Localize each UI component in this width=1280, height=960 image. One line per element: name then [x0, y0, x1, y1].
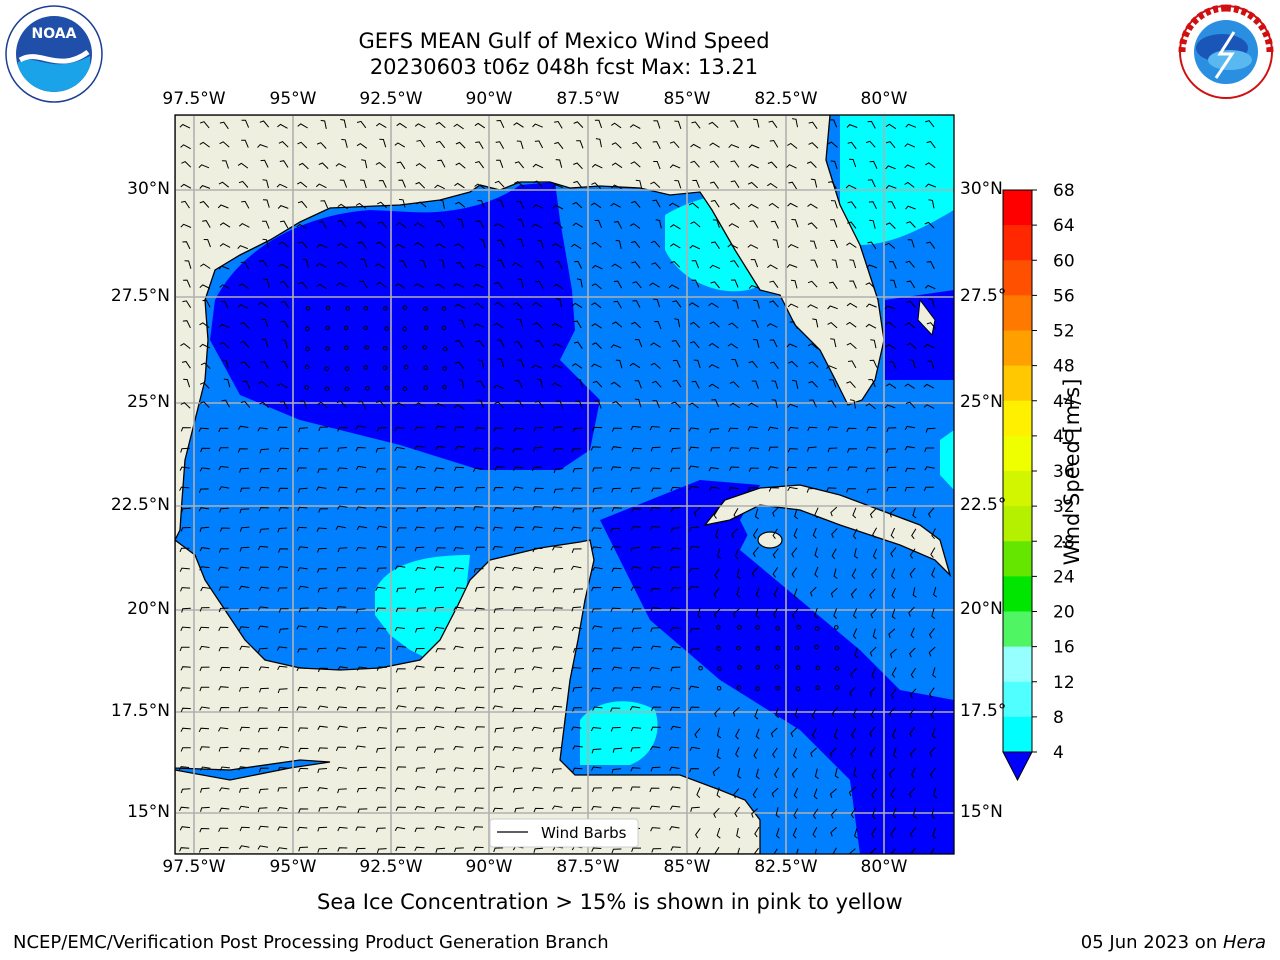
colorbar-segment — [1003, 646, 1032, 683]
lon-tick-bottom-label: 80°W — [860, 857, 908, 877]
lat-tick-right-label: 15°N — [960, 802, 1003, 822]
lat-tick-left-label: 15°N — [127, 802, 170, 822]
windy-zone-east — [940, 430, 954, 490]
colorbar-tick-label: 44 — [1053, 392, 1075, 412]
colorbar-tick-label: 32 — [1053, 497, 1075, 517]
lat-tick-left-label: 17.5°N — [110, 701, 170, 721]
lon-tick-bottom-label: 95°W — [269, 857, 317, 877]
moderate-zone-cuba-south — [740, 505, 954, 700]
colorbar-tick-label: 20 — [1053, 603, 1075, 623]
footer-machine: Hera — [1222, 932, 1266, 953]
lat-tick-left-label: 30°N — [127, 179, 170, 199]
colorbar-segment — [1003, 471, 1032, 507]
colorbar-tick-label: 68 — [1053, 181, 1075, 201]
map-legend — [489, 818, 639, 848]
colorbar-tick-label: 12 — [1053, 673, 1075, 693]
lat-tick-right-label: 25°N — [960, 392, 1003, 412]
noaa-logo-text: NOAA — [32, 26, 77, 42]
colorbar-segment — [1003, 611, 1032, 648]
calm-zone-central-gulf — [210, 182, 600, 470]
colorbar-segment — [1003, 541, 1032, 577]
colorbar-tick-label: 40 — [1053, 427, 1075, 447]
colorbar-segment — [1003, 681, 1032, 718]
land-us-mexico-north — [175, 115, 885, 541]
wind-barbs — [178, 118, 938, 854]
lat-tick-right-label: 20°N — [960, 599, 1003, 619]
lon-tick-top-label: 95°W — [269, 89, 317, 109]
lon-tick-bottom-label: 87.5°W — [556, 857, 620, 877]
colorbar-segment — [1003, 576, 1032, 612]
colorbar-segment — [1003, 190, 1032, 226]
lon-tick-top-label: 87.5°W — [556, 89, 620, 109]
lon-tick-top-label: 90°W — [465, 89, 513, 109]
colorbar-segment — [1003, 295, 1032, 331]
lat-tick-right-label: 27.5° — [960, 286, 1007, 306]
colorbar-segment — [1003, 506, 1032, 542]
colorbar-tick-label: 52 — [1053, 322, 1075, 342]
nws-logo — [1178, 4, 1274, 99]
colorbar-tick-label: 24 — [1053, 567, 1075, 587]
colorbar-label: Wind Speed [m/s] — [1060, 378, 1084, 566]
calm-zone-bahamas — [885, 290, 954, 380]
colorbar-tick-label: 28 — [1053, 532, 1075, 552]
colorbar-tick-label: 64 — [1053, 216, 1075, 236]
lon-tick-top-label: 97.5°W — [162, 89, 226, 109]
colorbar-segment — [1003, 365, 1032, 402]
lat-tick-right-label: 22.5° — [960, 495, 1007, 515]
lon-tick-bottom-label: 92.5°W — [359, 857, 423, 877]
colorbar-segment — [1003, 435, 1032, 472]
windy-zone-atlantic — [840, 115, 954, 245]
lon-tick-top-label: 92.5°W — [359, 89, 423, 109]
lon-tick-bottom-label: 97.5°W — [162, 857, 226, 877]
lat-tick-left-label: 27.5°N — [110, 286, 170, 306]
lat-tick-right-label: 17.5° — [960, 701, 1007, 721]
footer-credit: NCEP/EMC/Verification Post Processing Pr… — [13, 932, 609, 953]
map-title-line1: GEFS MEAN Gulf of Mexico Wind Speed — [358, 29, 770, 53]
colorbar-segment — [1003, 716, 1032, 753]
noaa-logo: NOAA — [5, 5, 103, 103]
land-isla-juventud — [757, 531, 783, 549]
colorbar-extend-arrow — [1002, 751, 1033, 782]
map-frame — [174, 114, 955, 855]
colorbar-segment — [1003, 400, 1032, 437]
lon-tick-bottom-label: 82.5°W — [754, 857, 818, 877]
colorbar-tick-label: 60 — [1053, 251, 1075, 271]
map-title-line2: 20230603 t06z 048h fcst Max: 13.21 — [369, 55, 759, 79]
colorbar-tick-label: 48 — [1053, 357, 1075, 377]
colorbar-segment — [1003, 225, 1032, 261]
land-bahamas — [917, 298, 936, 337]
lon-tick-bottom-label: 85°W — [663, 857, 711, 877]
lat-tick-left-label: 20°N — [127, 599, 170, 619]
lon-tick-top-label: 80°W — [860, 89, 908, 109]
lon-tick-bottom-label: 90°W — [465, 857, 513, 877]
lon-tick-top-label: 82.5°W — [754, 89, 818, 109]
colorbar-segment — [1003, 260, 1032, 296]
lon-tick-top-label: 85°W — [663, 89, 711, 109]
sea-ice-note: Sea Ice Concentration > 15% is shown in … — [317, 890, 903, 914]
lat-tick-left-label: 25°N — [127, 392, 170, 412]
colorbar-tick-label: 8 — [1053, 708, 1064, 728]
colorbar-segment — [1003, 330, 1032, 367]
legend-label: Wind Barbs — [541, 824, 627, 842]
colorbar: 68 64 60 56 52 48 44 40 36 32 28 24 20 16 12 8 4 — [1002, 181, 1075, 782]
colorbar-tick-label: 56 — [1053, 286, 1075, 306]
colorbar-tick-label: 16 — [1053, 638, 1075, 658]
lat-tick-left-label: 22.5°N — [110, 495, 170, 515]
lat-tick-right-label: 30°N — [960, 179, 1003, 199]
footer-date: 05 Jun 2023 on Hera — [1081, 932, 1266, 953]
calm-zone-caribbean — [600, 480, 954, 854]
colorbar-tick-label: 4 — [1053, 743, 1064, 763]
colorbar-tick-label: 36 — [1053, 462, 1075, 482]
land-mexico-central-america — [175, 539, 761, 854]
footer-date-text: 05 Jun 2023 on — [1080, 932, 1223, 953]
